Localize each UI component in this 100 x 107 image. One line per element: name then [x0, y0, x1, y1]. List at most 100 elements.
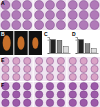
tubule	[2, 91, 10, 99]
tubule	[46, 21, 55, 30]
tubule	[46, 73, 53, 80]
tubule	[24, 57, 31, 64]
tubule	[46, 91, 54, 99]
tubule	[13, 99, 21, 107]
panel-label: D	[72, 31, 76, 37]
tubule	[13, 91, 21, 99]
tubule	[13, 57, 20, 64]
tubule	[90, 21, 99, 30]
tubule	[79, 1, 88, 10]
testis	[3, 35, 11, 50]
tubule	[56, 1, 65, 10]
micrograph	[67, 57, 100, 81]
tubule	[68, 11, 77, 20]
tubule	[80, 82, 88, 90]
tubule	[23, 1, 32, 10]
tick	[48, 53, 50, 54]
micrograph	[34, 82, 67, 107]
tubule	[46, 99, 54, 107]
tubule	[23, 99, 31, 107]
tubule	[80, 99, 88, 107]
tubule	[80, 65, 87, 72]
tubule	[23, 91, 31, 99]
plot-area	[51, 40, 69, 53]
tubule	[69, 73, 76, 80]
tubule	[79, 11, 88, 20]
tubule	[80, 91, 88, 99]
tick	[76, 53, 78, 54]
tubule	[79, 21, 88, 30]
tubule	[68, 1, 77, 10]
bar	[92, 48, 97, 53]
tubule	[80, 57, 87, 64]
tubule	[2, 99, 10, 107]
tubule	[46, 57, 53, 64]
tubule	[36, 73, 43, 80]
tubule	[1, 21, 10, 30]
axis-line	[76, 38, 78, 54]
tubule	[57, 82, 64, 90]
tubule	[12, 11, 21, 20]
panel-label: B	[1, 31, 5, 37]
tubule	[91, 73, 98, 80]
tubule	[91, 91, 99, 99]
tubule	[35, 1, 44, 10]
y-axis	[76, 38, 78, 54]
micrograph	[0, 57, 33, 81]
panel-label: A	[1, 0, 5, 6]
tubule	[46, 82, 54, 90]
axis-line	[78, 53, 99, 54]
tubule	[90, 1, 99, 10]
tubule	[2, 73, 9, 80]
y-axis	[48, 38, 50, 54]
micrograph	[67, 0, 100, 30]
bar	[64, 46, 69, 53]
tubule	[46, 1, 55, 10]
tick-mark	[48, 40, 50, 41]
tubule	[35, 82, 43, 90]
tubule	[24, 73, 31, 80]
tubule	[57, 99, 64, 107]
micrograph	[0, 82, 33, 107]
photo-bg	[0, 31, 13, 55]
tubule	[91, 57, 98, 64]
tubule	[2, 82, 10, 90]
axis-line	[50, 53, 71, 54]
micrograph	[34, 57, 67, 81]
tubule	[46, 65, 53, 72]
micrograph	[0, 0, 33, 30]
tick	[48, 40, 50, 41]
tubule	[1, 1, 10, 10]
panel-label: F	[1, 82, 4, 88]
tick-mark	[76, 53, 78, 54]
micrograph	[67, 82, 100, 107]
bar	[79, 40, 84, 53]
tick	[76, 40, 78, 41]
tubule	[24, 65, 31, 72]
tubule	[12, 1, 21, 10]
tubule	[57, 73, 64, 80]
tubule	[36, 65, 43, 72]
tubule	[91, 99, 99, 107]
tubule	[69, 91, 77, 99]
axis-line	[48, 38, 50, 54]
tubule	[57, 91, 64, 99]
tubule	[13, 73, 20, 80]
x-axis	[50, 53, 71, 55]
tubule	[57, 65, 64, 72]
tubule	[12, 21, 21, 30]
tubule	[56, 21, 65, 30]
tubule	[69, 99, 77, 107]
tubule	[91, 82, 99, 90]
panel-histology	[0, 0, 100, 30]
tubule	[69, 57, 76, 64]
tubule	[69, 82, 77, 90]
tubule	[90, 11, 99, 20]
tubule	[35, 11, 44, 20]
tubule	[13, 65, 20, 72]
tubule	[23, 21, 32, 30]
tubule	[2, 57, 9, 64]
tubule	[23, 11, 32, 20]
panel-histology	[0, 82, 100, 107]
tubule	[13, 82, 21, 90]
